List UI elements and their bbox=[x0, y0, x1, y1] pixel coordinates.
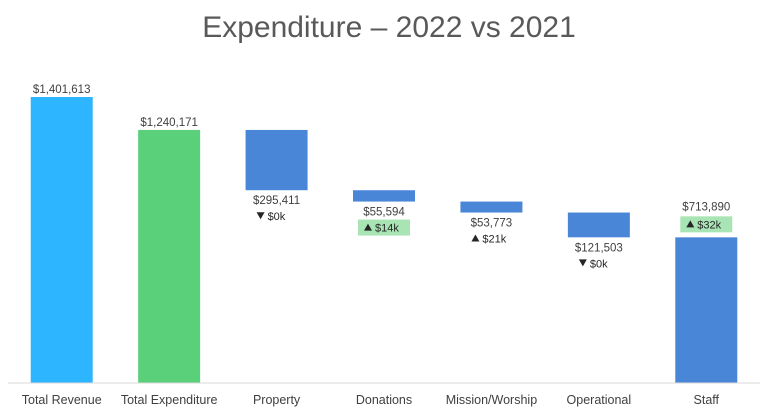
triangle-down-icon-operational bbox=[578, 259, 587, 267]
delta-mission-worship: $21k bbox=[471, 234, 507, 246]
value-label-property: $295,411 bbox=[253, 195, 300, 207]
value-label-total-expenditure: $1,240,171 bbox=[140, 117, 198, 129]
category-label-staff: Staff bbox=[694, 393, 720, 407]
delta-text-staff: $32k bbox=[697, 219, 721, 231]
value-label-mission-worship: $53,773 bbox=[471, 218, 513, 230]
value-label-staff: $713,890 bbox=[682, 201, 730, 213]
delta-highlight-donations bbox=[358, 219, 410, 236]
bar-total-revenue bbox=[30, 97, 93, 383]
triangle-up-icon-mission-worship bbox=[471, 234, 480, 242]
triangle-down-icon-property bbox=[256, 212, 265, 220]
category-label-mission-worship: Mission/Worship bbox=[446, 393, 538, 407]
bar-mission-worship bbox=[460, 201, 523, 213]
category-label-operational: Operational bbox=[567, 393, 632, 407]
category-label-total-expenditure: Total Expenditure bbox=[121, 393, 218, 407]
delta-text-donations: $14k bbox=[375, 223, 399, 235]
chart-title: Expenditure – 2022 vs 2021 bbox=[202, 11, 576, 44]
value-label-donations: $55,594 bbox=[363, 207, 405, 219]
value-label-operational: $121,503 bbox=[575, 242, 623, 254]
value-label-total-revenue: $1,401,613 bbox=[33, 84, 91, 96]
bar-operational bbox=[567, 212, 630, 238]
bar-staff bbox=[675, 237, 738, 383]
delta-text-property: $0k bbox=[268, 211, 286, 223]
bar-property bbox=[245, 129, 308, 191]
category-label-property: Property bbox=[253, 393, 301, 407]
delta-staff: $32k bbox=[680, 216, 733, 233]
delta-text-operational: $0k bbox=[590, 258, 608, 270]
bars-layer bbox=[30, 97, 738, 383]
category-label-total-revenue: Total Revenue bbox=[22, 393, 102, 407]
delta-property: $0k bbox=[256, 211, 286, 223]
bar-total-expenditure bbox=[138, 129, 201, 383]
delta-donations: $14k bbox=[358, 219, 410, 236]
labels-layer: Total Revenue $1,401,613 Total Expenditure… bbox=[22, 84, 733, 407]
triangle-up-icon-donations bbox=[364, 223, 372, 231]
delta-operational: $0k bbox=[578, 258, 608, 270]
triangle-up-icon-staff bbox=[686, 220, 695, 228]
category-label-donations: Donations bbox=[356, 393, 412, 407]
delta-text-mission-worship: $21k bbox=[482, 234, 506, 246]
bar-donations bbox=[353, 190, 415, 202]
delta-highlight-staff bbox=[680, 216, 733, 233]
